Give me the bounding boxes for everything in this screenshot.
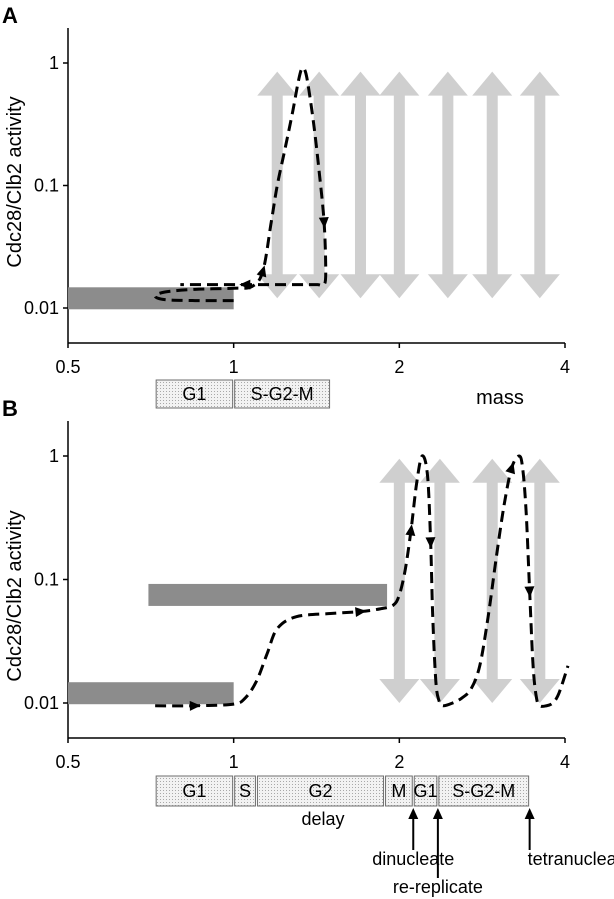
y-tick-label: 0.1 [34, 570, 59, 590]
panel-a-phase-bar: G1 S-G2-M [155, 379, 331, 409]
phase-label: S-G2-M [452, 781, 515, 801]
annotation-arrowhead [432, 808, 443, 819]
y-tick-label: 1 [49, 53, 59, 73]
oscillation-double-arrow [472, 71, 513, 299]
steady-state-bar [148, 583, 388, 606]
trajectory-arrowhead [524, 586, 535, 598]
phase-label: G1 [414, 781, 438, 801]
phase-box [234, 379, 331, 409]
x-tick-label: 0.5 [55, 357, 80, 377]
phase-box [155, 379, 234, 409]
annotation-label: tetranucleate [528, 849, 614, 869]
panel-b: B Cdc28/Clb2 activity 0.01 0.1 1 0.5 1 2 4 G1 S… [2, 396, 614, 897]
annotation-label: dinucleate [372, 849, 454, 869]
trajectory-arrowhead [355, 607, 367, 618]
x-tick-label: 1 [229, 357, 239, 377]
y-tick-label: 1 [49, 446, 59, 466]
phase-label: G1 [182, 384, 206, 404]
phase-label: G2 [308, 781, 332, 801]
oscillation-double-arrow [427, 71, 468, 299]
y-tick-label: 0.01 [24, 693, 59, 713]
trajectory-line [155, 454, 570, 708]
phase-box [155, 775, 234, 807]
trajectory-arrowhead [239, 279, 251, 290]
trajectory-arrowhead [405, 524, 416, 536]
phase-label: M [391, 781, 406, 801]
trajectory-arrowhead [505, 462, 515, 475]
phase-box [438, 775, 530, 807]
oscillation-double-arrow [379, 71, 420, 299]
trajectory-arrowhead [425, 537, 436, 549]
panel-a: A Cdc28/Clb2 activity 0.01 0.1 1 0.5 1 2 4 G1 S… [2, 3, 570, 409]
steady-state-bar [68, 682, 234, 705]
annotation-label: re-replicate [393, 877, 483, 897]
y-tick-label: 0.01 [24, 298, 59, 318]
annotation-arrowhead [524, 808, 535, 819]
x-tick-label: 0.5 [55, 752, 80, 772]
x-tick-label: 1 [229, 752, 239, 772]
y-tick-label: 0.1 [34, 176, 59, 196]
annotation-arrowhead [408, 808, 419, 819]
panel-a-x-axis-label: mass [476, 387, 524, 409]
panel-b-annotations: dinucleate re-replicate tetranucleate [372, 808, 614, 897]
oscillation-double-arrow [299, 71, 340, 299]
trajectory-line [153, 66, 328, 303]
trajectory-arrowhead [189, 700, 201, 711]
panel-b-plot: 0.01 0.1 1 0.5 1 2 4 [24, 421, 570, 772]
steady-state-bar [68, 287, 234, 310]
oscillation-double-arrow [340, 71, 381, 299]
phase-box [413, 775, 438, 807]
oscillation-double-arrow [519, 458, 560, 703]
phase-box [385, 775, 413, 807]
x-tick-label: 2 [394, 357, 404, 377]
oscillation-double-arrow [379, 458, 420, 703]
x-tick-label: 2 [394, 752, 404, 772]
panel-a-letter: A [2, 3, 18, 28]
panel-b-letter: B [2, 396, 18, 421]
oscillation-double-arrow [257, 71, 298, 299]
panel-a-plot: 0.01 0.1 1 0.5 1 2 4 [24, 28, 570, 377]
oscillation-double-arrow [519, 71, 560, 299]
trajectory-arrowhead [318, 217, 329, 229]
x-tick-label: 4 [560, 357, 570, 377]
oscillation-double-arrow [419, 458, 460, 703]
delay-label: delay [301, 809, 344, 829]
panel-b-phase-bar: G1 S G2 M G1 S-G2-M [155, 775, 530, 807]
trajectory-arrowhead [256, 265, 267, 278]
x-tick-label: 4 [560, 752, 570, 772]
phase-label: G1 [182, 781, 206, 801]
panel-a-y-axis-label: Cdc28/Clb2 activity [4, 96, 26, 267]
phase-box [234, 775, 256, 807]
phase-label: S [239, 781, 251, 801]
panel-b-y-axis-label: Cdc28/Clb2 activity [4, 510, 26, 681]
phase-label: S-G2-M [251, 384, 314, 404]
phase-box [256, 775, 385, 807]
